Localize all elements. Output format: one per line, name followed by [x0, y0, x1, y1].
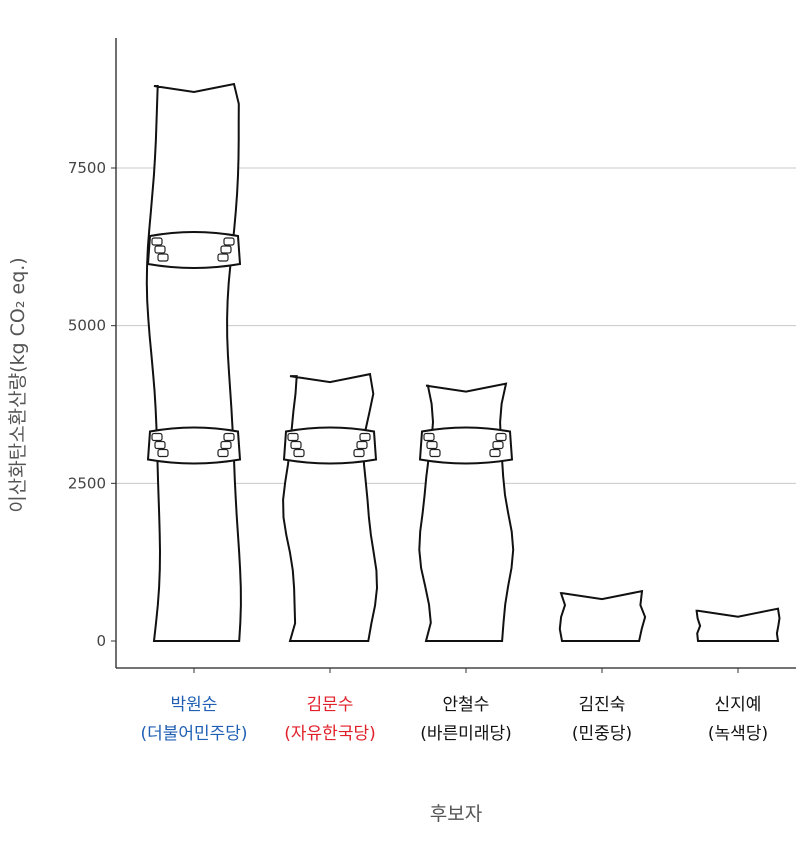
x-tick-label-name: 안철수: [443, 695, 490, 715]
bar-joint-block: [287, 432, 299, 442]
y-ticks: 0 2500 5000 7500: [68, 159, 116, 650]
bar-shape: [418, 382, 515, 642]
bar-joint-block: [217, 448, 229, 458]
bar-joint-block: [157, 448, 169, 458]
bar-joint-block: [356, 440, 368, 450]
x-tick-label-name: 박원순: [171, 695, 218, 715]
bar-joint-block: [426, 440, 438, 450]
bar-joint-block: [495, 432, 507, 442]
bar: [282, 372, 379, 642]
bar-joint-block: [217, 253, 229, 262]
bar-joint-block: [353, 448, 365, 458]
bar-joint: [282, 426, 378, 465]
x-tick-label-party: (바른미래당): [420, 724, 511, 744]
bar-joint-block: [423, 432, 435, 442]
bar-shape: [282, 372, 379, 642]
bar-joint-block: [154, 245, 166, 254]
bar: [145, 82, 242, 642]
x-tick-label-party: (녹색당): [708, 724, 768, 744]
bar-joint-block: [429, 448, 441, 458]
bar-joint: [146, 230, 242, 269]
bar-joint-block: [290, 440, 302, 450]
bar-joint-block: [220, 440, 232, 450]
bar-joint-block: [151, 237, 163, 246]
bar-joint-band: [146, 230, 242, 269]
bar-joint-band: [146, 426, 242, 465]
x-tick-label-name: 김문수: [307, 695, 354, 715]
bar-joint-block: [492, 440, 504, 450]
x-tick-label-party: (자유한국당): [284, 724, 375, 744]
bar-joint: [146, 426, 242, 465]
bar-joint-block: [220, 245, 232, 254]
y-tick-label: 2500: [68, 474, 106, 492]
x-axis-title: 후보자: [430, 803, 482, 825]
bar-shape: [695, 607, 781, 642]
x-tick-label-name: 김진숙: [579, 695, 626, 715]
y-tick-label: 0: [96, 632, 106, 650]
bar-joint-band: [418, 426, 514, 465]
x-tick-labels: 박원순 (더불어민주당) 김문수 (자유한국당) 안철수 (바른미래당) 김진숙 (민중당) 신…: [140, 668, 768, 744]
bar-joint-block: [489, 448, 501, 458]
bar-joint-band: [282, 426, 378, 465]
bar-joint-block: [293, 448, 305, 458]
bar-joint-block: [359, 432, 371, 442]
y-axis-title: 이산화탄소환산량(kg CO₂ eq.): [7, 257, 29, 512]
axes: [115, 38, 796, 669]
bar-joint-block: [223, 432, 235, 442]
x-tick-label-party: (더불어민주당): [140, 724, 247, 744]
bar: [418, 382, 515, 642]
bar-shape: [558, 589, 647, 642]
bar-shape: [145, 82, 242, 642]
bars: [145, 82, 781, 642]
bar-joint-block: [223, 237, 235, 246]
bar-joint-block: [151, 432, 163, 442]
bar: [695, 607, 781, 642]
y-tick-label: 5000: [68, 317, 106, 335]
x-tick-label-party: (민중당): [572, 724, 632, 744]
bar: [558, 589, 647, 642]
x-tick-label-name: 신지예: [715, 695, 762, 715]
bar-joint-block: [154, 440, 166, 450]
bar-joint-block: [157, 253, 169, 262]
bar-joint: [418, 426, 514, 465]
y-tick-label: 7500: [68, 159, 106, 177]
